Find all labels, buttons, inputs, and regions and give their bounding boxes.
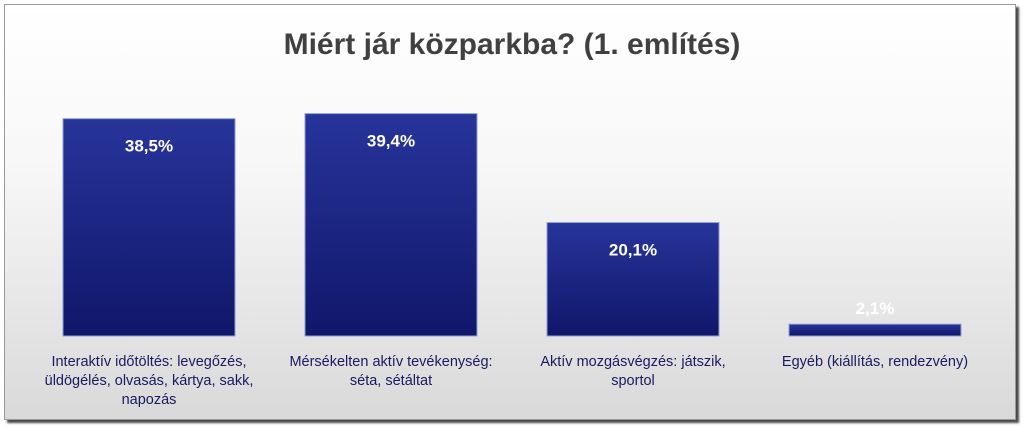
value-label-2: 39,4% [367,132,415,151]
bar-4 [788,323,962,337]
value-label-1: 38,5% [125,137,173,156]
category-label-line: sportol [611,373,655,389]
category-label-line: Interaktív időtöltés: levegőzés, [51,354,246,370]
category-label-line: Aktív mozgásvégzés: játszik, [540,354,725,370]
category-label-line: üldögélés, olvasás, kártya, sakk, [45,373,254,389]
category-label-line: napozás [122,392,177,408]
category-label-1: Interaktív időtöltés: levegőzés, üldögélé… [45,354,254,408]
category-label-2: Mérsékelten aktív tevékenység: séta, sétá… [289,354,492,389]
value-label-3: 20,1% [609,241,657,260]
bar-3 [546,222,720,337]
chart-title: Miért jár közparkba? (1. említés) [284,28,741,61]
bar-1 [62,118,236,337]
value-label-4: 2,1% [856,299,895,318]
category-label-3: Aktív mozgásvégzés: játszik, sportol [540,354,725,389]
category-label-line: Egyéb (kiállítás, rendezvény) [782,354,968,370]
bar-2 [304,113,478,337]
category-label-line: séta, sétáltat [350,373,432,389]
category-label-line: Mérsékelten aktív tevékenység: [289,354,492,370]
category-label-4: Egyéb (kiállítás, rendezvény) [782,354,968,370]
